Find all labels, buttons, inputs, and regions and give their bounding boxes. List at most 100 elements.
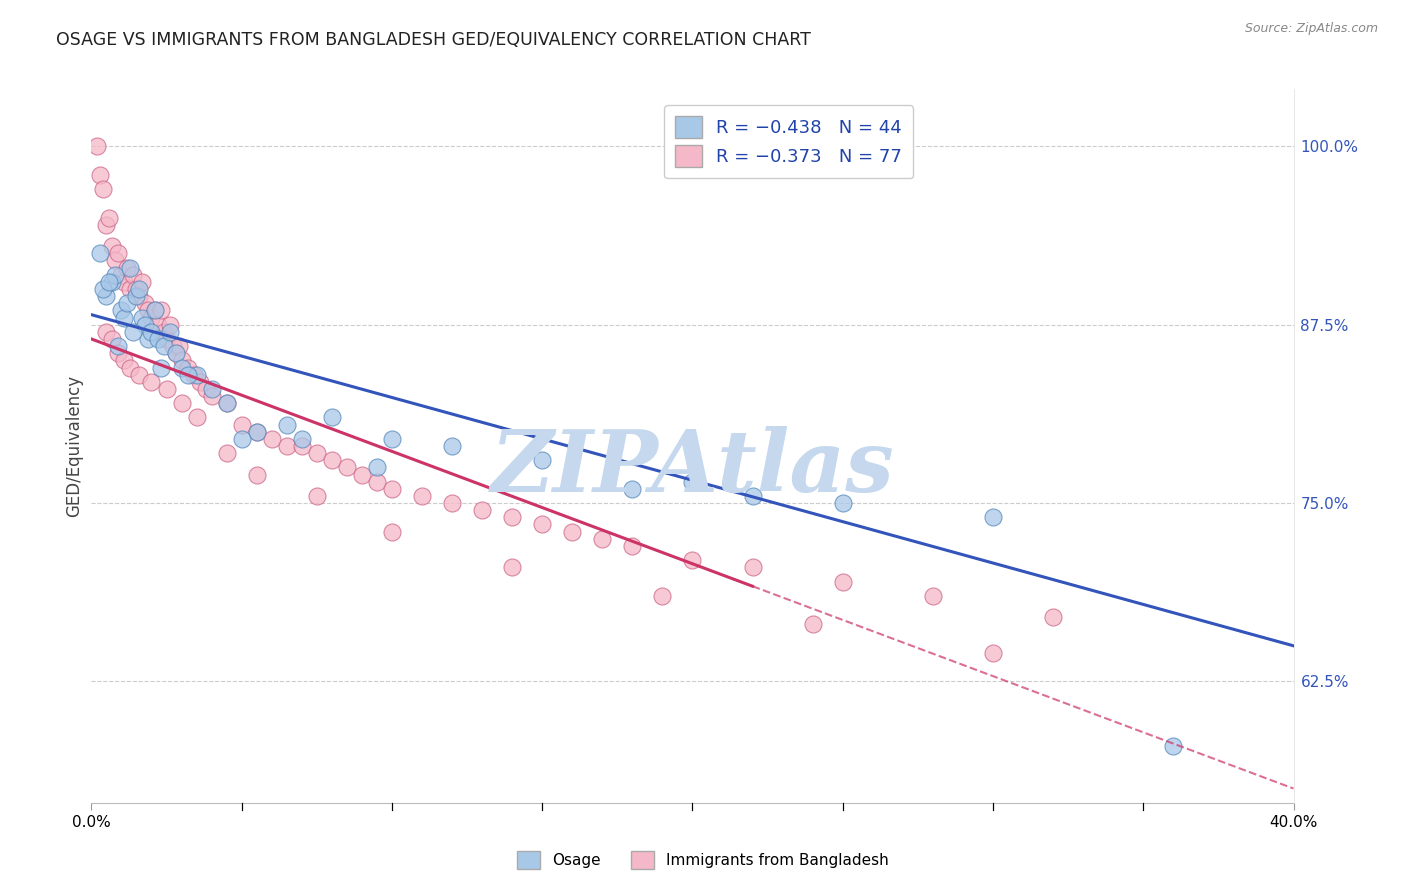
Point	[152, 339, 174, 353]
Point	[131, 275, 153, 289]
Point	[621, 482, 644, 496]
Point	[104, 253, 127, 268]
Point	[155, 382, 177, 396]
Point	[93, 182, 115, 196]
Point	[176, 360, 198, 375]
Point	[366, 460, 388, 475]
Point	[146, 332, 169, 346]
Point	[621, 539, 644, 553]
Point	[183, 368, 205, 382]
Point	[981, 510, 1004, 524]
Point	[165, 346, 187, 360]
Point	[501, 560, 523, 574]
Point	[305, 446, 328, 460]
Point	[305, 489, 328, 503]
Point	[186, 368, 208, 382]
Point	[321, 453, 343, 467]
Point	[231, 432, 253, 446]
Y-axis label: GED/Equivalency: GED/Equivalency	[65, 375, 83, 517]
Point	[201, 382, 224, 396]
Legend: R = −0.438   N = 44, R = −0.373   N = 77: R = −0.438 N = 44, R = −0.373 N = 77	[664, 105, 912, 178]
Point	[591, 532, 613, 546]
Point	[122, 325, 145, 339]
Point	[149, 360, 172, 375]
Point	[143, 303, 166, 318]
Point	[120, 260, 142, 275]
Point	[146, 318, 169, 332]
Point	[138, 303, 160, 318]
Point	[149, 303, 172, 318]
Point	[276, 417, 298, 432]
Text: OSAGE VS IMMIGRANTS FROM BANGLADESH GED/EQUIVALENCY CORRELATION CHART: OSAGE VS IMMIGRANTS FROM BANGLADESH GED/…	[56, 31, 811, 49]
Point	[96, 218, 118, 232]
Point	[831, 496, 853, 510]
Point	[128, 289, 150, 303]
Point	[152, 325, 174, 339]
Point	[104, 268, 127, 282]
Point	[117, 260, 139, 275]
Point	[89, 168, 111, 182]
Point	[681, 475, 703, 489]
Point	[246, 425, 269, 439]
Point	[98, 275, 121, 289]
Point	[125, 282, 148, 296]
Point	[138, 332, 160, 346]
Point	[321, 410, 343, 425]
Point	[114, 310, 136, 325]
Point	[96, 325, 118, 339]
Point	[741, 560, 763, 574]
Point	[215, 396, 238, 410]
Point	[141, 375, 163, 389]
Point	[201, 389, 224, 403]
Point	[170, 360, 193, 375]
Point	[170, 353, 193, 368]
Point	[101, 332, 124, 346]
Point	[741, 489, 763, 503]
Point	[801, 617, 824, 632]
Point	[186, 410, 208, 425]
Text: Source: ZipAtlas.com: Source: ZipAtlas.com	[1244, 22, 1378, 36]
Point	[114, 353, 136, 368]
Point	[441, 439, 464, 453]
Legend: Osage, Immigrants from Bangladesh: Osage, Immigrants from Bangladesh	[510, 845, 896, 875]
Point	[122, 268, 145, 282]
Point	[107, 339, 129, 353]
Point	[350, 467, 373, 482]
Point	[86, 139, 108, 153]
Point	[681, 553, 703, 567]
Point	[117, 296, 139, 310]
Point	[922, 589, 945, 603]
Point	[101, 239, 124, 253]
Point	[531, 453, 554, 467]
Point	[246, 467, 269, 482]
Point	[128, 282, 150, 296]
Point	[471, 503, 494, 517]
Point	[291, 432, 314, 446]
Point	[981, 646, 1004, 660]
Point	[89, 246, 111, 260]
Point	[246, 425, 269, 439]
Point	[381, 482, 404, 496]
Point	[114, 275, 136, 289]
Point	[441, 496, 464, 510]
Point	[366, 475, 388, 489]
Point	[125, 289, 148, 303]
Point	[101, 275, 124, 289]
Point	[276, 439, 298, 453]
Point	[231, 417, 253, 432]
Point	[107, 246, 129, 260]
Point	[1042, 610, 1064, 624]
Point	[215, 396, 238, 410]
Point	[120, 282, 142, 296]
Point	[98, 211, 121, 225]
Point	[561, 524, 583, 539]
Point	[134, 296, 156, 310]
Point	[336, 460, 359, 475]
Point	[131, 310, 153, 325]
Point	[291, 439, 314, 453]
Point	[176, 368, 198, 382]
Point	[167, 339, 190, 353]
Point	[411, 489, 433, 503]
Point	[110, 268, 132, 282]
Point	[155, 332, 177, 346]
